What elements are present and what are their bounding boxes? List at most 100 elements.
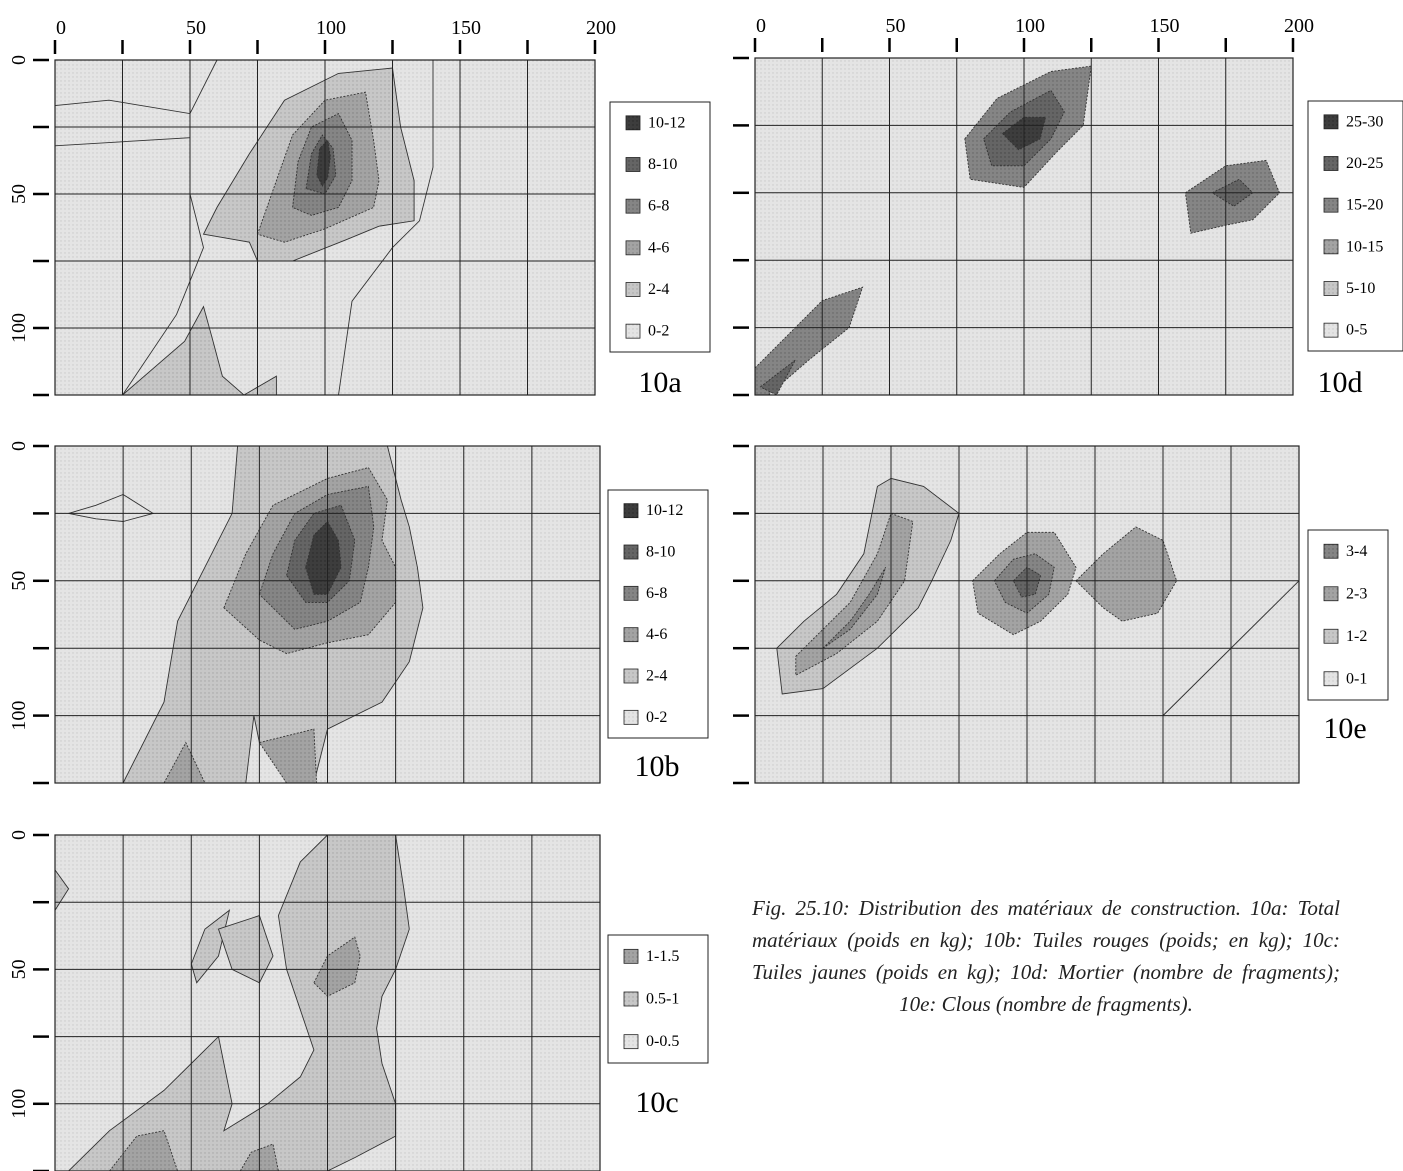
- x-tick-label: 0: [756, 15, 766, 37]
- x-tick-label: 200: [586, 17, 616, 39]
- x-tick-label: 200: [1284, 15, 1314, 37]
- legend-10b: 10-12 8-10 6-8 4-6 2-4 0-2: [607, 489, 709, 739]
- y-tick-label: 50: [8, 184, 30, 204]
- legend-swatch: [1323, 239, 1339, 255]
- legend-swatch: [1323, 281, 1339, 296]
- y-axis-10a: 0 50 100: [8, 55, 49, 397]
- x-tick-label: 50: [186, 17, 206, 39]
- grid-10e: [754, 445, 1300, 784]
- legend-swatch: [623, 991, 639, 1007]
- legend-label: 10-12: [646, 502, 683, 519]
- grid-10c: [54, 834, 601, 1171]
- legend-label: 20-25: [1346, 155, 1383, 172]
- x-tick-label: 150: [451, 17, 481, 39]
- y-tick-label: 100: [8, 1089, 30, 1119]
- legend-label: 8-10: [646, 544, 675, 561]
- contour-region-10d-1: [759, 359, 796, 396]
- legend-swatch: [625, 198, 641, 214]
- y-axis-10d: [733, 56, 749, 397]
- contour-region-10b-7: [305, 520, 342, 595]
- panel-label: 10a: [638, 366, 681, 399]
- legend-label: 3-4: [1346, 543, 1367, 560]
- legend-swatch: [623, 1034, 639, 1050]
- grid-10d: [754, 57, 1294, 396]
- legend-swatch: [1323, 543, 1339, 559]
- legend-label: 2-4: [648, 281, 669, 298]
- contour-region-10e-1: [795, 512, 914, 676]
- legend-10e: 3-4 2-3 1-2 0-1: [1307, 529, 1389, 701]
- panel-label: 10e: [1323, 712, 1366, 745]
- legend-swatch: [1323, 671, 1339, 687]
- contour-region-10e-6: [1075, 526, 1178, 622]
- y-tick-label: 0: [8, 830, 30, 840]
- legend-swatch: [1323, 586, 1339, 602]
- panel-10e: 3-4 2-3 1-2 0-1 10e: [733, 444, 1389, 785]
- contour-region-10b-3: [163, 741, 206, 784]
- contour-region-10c-5: [108, 1130, 179, 1171]
- legend-10c: 1-1.5 0.5-1 0-0.5: [607, 934, 709, 1064]
- legend-10a: 10-12 8-10 6-8 4-6 2-4 0-2: [609, 101, 711, 353]
- legend-swatch: [625, 323, 641, 339]
- legend-label: 6-8: [648, 198, 669, 215]
- legend-label: 5-10: [1346, 280, 1375, 297]
- legend-swatch: [623, 668, 639, 684]
- legend-label: 0-5: [1346, 322, 1367, 339]
- x-tick-label: 100: [316, 17, 346, 39]
- legend-label: 6-8: [646, 585, 667, 602]
- panel-label: 10d: [1318, 366, 1363, 399]
- panel-label: 10c: [635, 1086, 678, 1119]
- legend-swatch: [623, 627, 639, 643]
- legend-label: 25-30: [1346, 113, 1383, 130]
- panel-10d: 0 50 100 150 200 25-30 20-25 15-20 10-15 5-10 0-5 1…: [733, 15, 1403, 399]
- legend-swatch: [623, 948, 639, 964]
- x-tick-label: 50: [886, 15, 906, 37]
- legend-label: 0-1: [1346, 670, 1367, 687]
- legend-swatch: [625, 240, 641, 256]
- figure-caption: Fig. 25.10: Distribution des matériaux d…: [752, 896, 1340, 1016]
- x-axis-10d: 0 50 100 150 200: [753, 15, 1314, 52]
- legend-swatch: [625, 282, 641, 297]
- x-tick-label: 150: [1150, 15, 1180, 37]
- legend-label: 8-10: [648, 156, 677, 173]
- x-tick-label: 100: [1015, 15, 1045, 37]
- y-tick-label: 50: [8, 959, 30, 979]
- contour-region-10a-8: [316, 139, 331, 187]
- y-tick-label: 0: [8, 441, 30, 451]
- x-tick-label: 0: [56, 17, 66, 39]
- legend-swatch: [1323, 197, 1339, 213]
- x-axis-10a: 0 50 100 150 200: [53, 17, 616, 54]
- panel-10c: 0 50 100 1-1.5 0.5-1 0-0.5 10c: [8, 830, 709, 1171]
- y-tick-label: 100: [8, 701, 30, 731]
- legend-10d: 25-30 20-25 15-20 10-15 5-10 0-5: [1307, 100, 1403, 352]
- legend-swatch: [1323, 628, 1339, 644]
- grid-10a: [54, 59, 596, 396]
- panel-10b: 0 50 100 10-12 8-10 6-8 4-6 2-4 0-2 10b: [8, 441, 709, 785]
- legend-swatch: [623, 544, 639, 560]
- y-axis-10b: 0 50 100: [8, 441, 49, 785]
- legend-label: 1-1.5: [646, 948, 679, 965]
- legend-label: 2-3: [1346, 585, 1367, 602]
- legend-swatch: [623, 503, 639, 519]
- legend-swatch: [623, 585, 639, 601]
- y-axis-10e: [733, 444, 749, 785]
- legend-label: 1-2: [1346, 628, 1367, 645]
- legend-swatch: [623, 709, 639, 725]
- contour-region-10d-0: [754, 286, 864, 396]
- legend-label: 0-2: [646, 709, 667, 726]
- legend-swatch: [625, 157, 641, 172]
- grid-10b: [54, 445, 601, 784]
- legend-swatch: [1323, 156, 1339, 171]
- legend-label: 10-12: [648, 114, 685, 131]
- panel-label: 10b: [635, 750, 680, 783]
- y-tick-label: 50: [8, 571, 30, 591]
- legend-label: 4-6: [648, 239, 669, 256]
- legend-swatch: [1323, 322, 1339, 338]
- legend-label: 15-20: [1346, 197, 1383, 214]
- legend-swatch: [625, 115, 641, 131]
- legend-label: 0-2: [648, 323, 669, 340]
- contour-region-10c-2: [67, 834, 410, 1171]
- legend-label: 0-0.5: [646, 1033, 679, 1050]
- legend-label: 0.5-1: [646, 991, 679, 1008]
